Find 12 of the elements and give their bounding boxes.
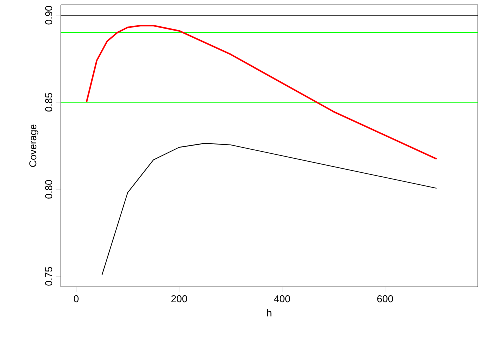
x-tick-label: 600 [378,296,394,303]
y-tick-label: 0.90 [45,6,52,25]
y-tick-label: 0.75 [45,267,52,286]
line-series [86,25,438,160]
x-axis-title: h [267,309,272,317]
y-tick-label: 0.85 [45,93,52,112]
x-tick-label: 200 [172,296,188,303]
line-series [102,143,438,276]
x-tick-label: 400 [274,296,290,303]
y-axis-title: Coverage [30,124,39,168]
x-tick-label: 0 [74,296,79,303]
y-tick-label: 0.80 [45,180,52,199]
